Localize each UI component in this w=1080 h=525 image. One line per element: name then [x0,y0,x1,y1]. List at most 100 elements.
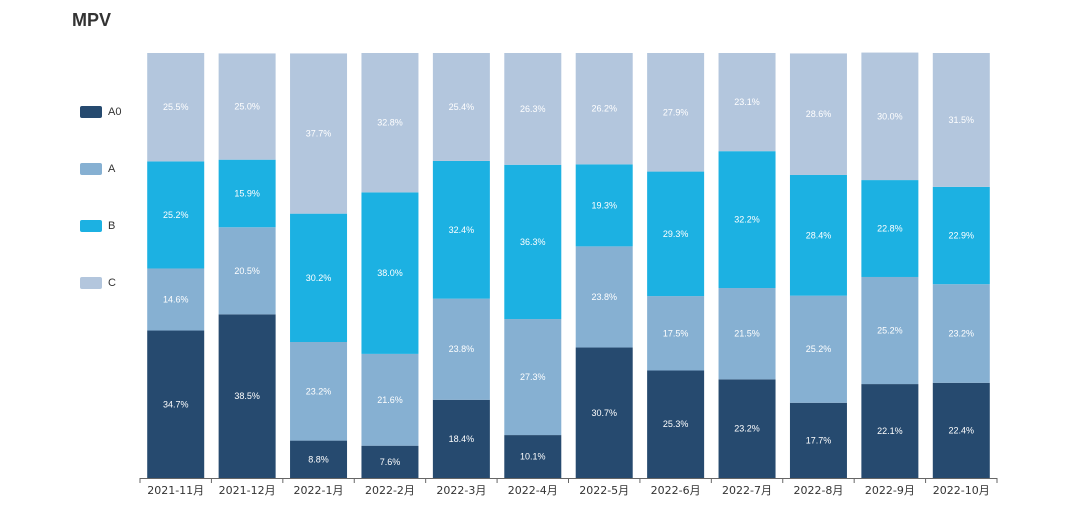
bar-segment-b-10[interactable] [861,180,919,277]
bar-segment-c-0[interactable] [147,53,205,162]
data-label-c-11: 31.5% [949,115,975,125]
data-label-a-11: 23.2% [949,329,975,339]
x-tick-label-5: 2022-4月 [508,484,558,497]
bar-segment-b-7[interactable] [647,171,705,297]
x-tick-label-0: 2021-11月 [147,484,204,497]
x-tick-label-6: 2022-5月 [579,484,629,497]
data-label-a0-11: 22.4% [949,425,975,435]
data-label-b-5: 36.3% [520,237,546,247]
data-label-a0-6: 30.7% [591,408,617,418]
data-label-a0-4: 18.4% [449,434,475,444]
x-tick-label-1: 2021-12月 [219,484,276,497]
bar-segment-c-6[interactable] [575,53,633,165]
bar-segment-a-10[interactable] [861,276,919,385]
x-tick-label-4: 2022-3月 [436,484,486,497]
bar-segment-a-7[interactable] [647,296,705,371]
data-label-a-9: 25.2% [806,344,832,354]
bar-segment-b-4[interactable] [432,160,490,299]
data-label-a0-2: 8.8% [308,454,329,464]
bar-segment-a0-0[interactable] [147,330,205,478]
bar-segment-a0-10[interactable] [861,384,919,478]
bar-segment-c-4[interactable] [432,53,490,161]
x-tick-label-8: 2022-7月 [722,484,772,497]
data-label-a-2: 23.2% [306,386,332,396]
bar-segment-a-4[interactable] [432,298,490,400]
bar-segment-b-8[interactable] [718,151,776,289]
data-label-b-4: 32.4% [449,225,475,235]
bar-segment-a0-7[interactable] [647,370,705,478]
legend-label-a: A [108,163,116,175]
data-label-b-6: 19.3% [591,200,617,210]
bar-segment-a0-6[interactable] [575,347,633,478]
legend-swatch-a [80,163,102,175]
legend-swatch-a0 [80,106,102,118]
bar-segment-a-11[interactable] [932,284,990,383]
bar-segment-c-1[interactable] [218,53,276,160]
data-label-c-0: 25.5% [163,102,189,112]
bar-segment-a-1[interactable] [218,227,276,315]
data-label-a-10: 25.2% [877,326,903,336]
chart-title: MPV [72,10,112,30]
bar-segment-b-1[interactable] [218,159,276,228]
data-label-c-5: 26.3% [520,104,546,114]
bar-segment-a-8[interactable] [718,288,776,380]
data-label-a0-1: 38.5% [234,391,260,401]
data-label-a-6: 23.8% [591,292,617,302]
bar-segment-b-11[interactable] [932,186,990,285]
bar-segment-a-9[interactable] [789,295,847,403]
data-label-c-3: 32.8% [377,118,403,128]
data-label-c-4: 25.4% [449,102,475,112]
bar-segment-c-2[interactable] [290,53,348,214]
bar-segment-b-0[interactable] [147,161,205,269]
legend-item-a[interactable]: A [80,159,140,179]
bar-segment-a0-3[interactable] [361,445,419,478]
bar-segment-a0-11[interactable] [932,382,990,478]
x-tick-label-3: 2022-2月 [365,484,415,497]
legend-label-c: C [108,277,116,289]
legend-item-c[interactable]: C [80,273,140,293]
bar-segment-c-5[interactable] [504,53,562,165]
x-tick-label-11: 2022-10月 [933,484,990,497]
bar-segment-c-8[interactable] [718,53,776,152]
data-label-a0-9: 17.7% [806,435,832,445]
bar-segment-a-2[interactable] [290,342,348,441]
bar-segment-b-6[interactable] [575,164,633,247]
bar-segment-c-7[interactable] [647,53,705,172]
legend-label-b: B [108,220,116,232]
bar-segment-a0-8[interactable] [718,379,776,478]
legend-item-a0[interactable]: A0 [80,102,140,122]
bar-segment-b-3[interactable] [361,192,419,354]
bar-segment-c-11[interactable] [932,53,990,187]
bar-segment-c-10[interactable] [861,52,919,181]
data-label-c-7: 27.9% [663,107,689,117]
bar-segment-c-3[interactable] [361,53,419,193]
bar-segment-c-9[interactable] [789,53,847,175]
bar-segment-a0-5[interactable] [504,435,562,478]
legend-item-b[interactable]: B [80,216,140,236]
bar-segment-a0-2[interactable] [290,440,348,478]
bar-segment-a-5[interactable] [504,319,562,436]
x-tick-label-2: 2022-1月 [294,484,344,497]
data-label-a-7: 17.5% [663,328,689,338]
bar-segment-a-6[interactable] [575,246,633,348]
data-label-c-2: 37.7% [306,129,332,139]
data-label-a-1: 20.5% [234,266,260,276]
bar-segment-b-9[interactable] [789,174,847,296]
bar-segment-b-2[interactable] [290,213,348,342]
bar-segment-a-3[interactable] [361,353,419,446]
bar-segment-b-5[interactable] [504,164,562,320]
legend-label-a0: A0 [108,106,122,118]
bar-segment-a-0[interactable] [147,268,205,331]
data-label-a-5: 27.3% [520,372,546,382]
bar-segment-a0-1[interactable] [218,314,276,478]
x-tick-label-9: 2022-8月 [793,484,843,497]
legend-swatch-b [80,220,102,232]
data-label-a0-8: 23.2% [734,424,760,434]
bar-segment-a0-4[interactable] [432,399,490,478]
data-label-a-3: 21.6% [377,395,403,405]
data-label-a-8: 21.5% [734,329,760,339]
data-label-c-6: 26.2% [591,104,617,114]
bar-segment-a0-9[interactable] [789,402,847,478]
data-label-a-0: 14.6% [163,295,189,305]
